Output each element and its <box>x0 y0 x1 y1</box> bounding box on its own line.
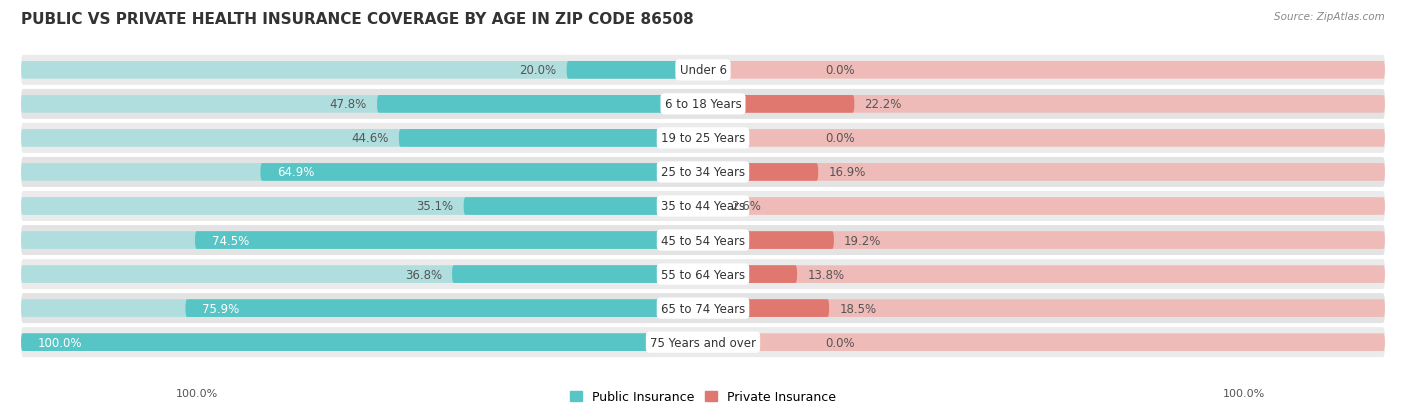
FancyBboxPatch shape <box>703 198 1385 215</box>
FancyBboxPatch shape <box>195 232 703 249</box>
FancyBboxPatch shape <box>21 130 703 147</box>
Text: 35 to 44 Years: 35 to 44 Years <box>661 200 745 213</box>
Text: Source: ZipAtlas.com: Source: ZipAtlas.com <box>1274 12 1385 22</box>
FancyBboxPatch shape <box>21 299 703 317</box>
Text: 100.0%: 100.0% <box>38 336 83 349</box>
FancyBboxPatch shape <box>21 232 703 249</box>
FancyBboxPatch shape <box>703 334 1385 351</box>
FancyBboxPatch shape <box>21 96 703 114</box>
FancyBboxPatch shape <box>703 299 830 317</box>
Text: 22.2%: 22.2% <box>865 98 903 111</box>
Text: PUBLIC VS PRIVATE HEALTH INSURANCE COVERAGE BY AGE IN ZIP CODE 86508: PUBLIC VS PRIVATE HEALTH INSURANCE COVER… <box>21 12 693 27</box>
Text: 35.1%: 35.1% <box>416 200 453 213</box>
FancyBboxPatch shape <box>21 62 703 79</box>
Text: 19.2%: 19.2% <box>844 234 882 247</box>
Text: 55 to 64 Years: 55 to 64 Years <box>661 268 745 281</box>
FancyBboxPatch shape <box>703 198 721 215</box>
Text: 0.0%: 0.0% <box>825 336 855 349</box>
FancyBboxPatch shape <box>260 164 703 181</box>
Text: 0.0%: 0.0% <box>825 132 855 145</box>
FancyBboxPatch shape <box>464 198 703 215</box>
FancyBboxPatch shape <box>399 130 703 147</box>
FancyBboxPatch shape <box>21 225 1385 255</box>
FancyBboxPatch shape <box>21 334 703 351</box>
Legend: Public Insurance, Private Insurance: Public Insurance, Private Insurance <box>565 385 841 408</box>
Text: 74.5%: 74.5% <box>212 234 249 247</box>
FancyBboxPatch shape <box>703 130 1385 147</box>
FancyBboxPatch shape <box>703 164 818 181</box>
Text: 100.0%: 100.0% <box>176 388 218 398</box>
FancyBboxPatch shape <box>703 164 1385 181</box>
FancyBboxPatch shape <box>703 299 1385 317</box>
Text: 75.9%: 75.9% <box>202 302 240 315</box>
FancyBboxPatch shape <box>703 266 797 283</box>
Text: 44.6%: 44.6% <box>352 132 388 145</box>
Text: 65 to 74 Years: 65 to 74 Years <box>661 302 745 315</box>
Text: 2.6%: 2.6% <box>731 200 761 213</box>
FancyBboxPatch shape <box>703 62 1385 79</box>
FancyBboxPatch shape <box>703 96 1385 114</box>
FancyBboxPatch shape <box>377 96 703 114</box>
Text: 19 to 25 Years: 19 to 25 Years <box>661 132 745 145</box>
FancyBboxPatch shape <box>21 328 1385 357</box>
FancyBboxPatch shape <box>567 62 703 79</box>
Text: 13.8%: 13.8% <box>807 268 845 281</box>
FancyBboxPatch shape <box>21 293 1385 323</box>
Text: 100.0%: 100.0% <box>1223 388 1265 398</box>
FancyBboxPatch shape <box>21 158 1385 188</box>
Text: 47.8%: 47.8% <box>329 98 367 111</box>
FancyBboxPatch shape <box>453 266 703 283</box>
Text: 25 to 34 Years: 25 to 34 Years <box>661 166 745 179</box>
Text: 6 to 18 Years: 6 to 18 Years <box>665 98 741 111</box>
FancyBboxPatch shape <box>21 334 703 351</box>
Text: 64.9%: 64.9% <box>277 166 315 179</box>
FancyBboxPatch shape <box>703 232 1385 249</box>
FancyBboxPatch shape <box>21 90 1385 120</box>
Text: 0.0%: 0.0% <box>825 64 855 77</box>
FancyBboxPatch shape <box>703 96 855 114</box>
Text: Under 6: Under 6 <box>679 64 727 77</box>
FancyBboxPatch shape <box>186 299 703 317</box>
FancyBboxPatch shape <box>21 259 1385 290</box>
FancyBboxPatch shape <box>21 164 703 181</box>
FancyBboxPatch shape <box>703 232 834 249</box>
Text: 36.8%: 36.8% <box>405 268 441 281</box>
FancyBboxPatch shape <box>21 192 1385 221</box>
FancyBboxPatch shape <box>21 198 703 215</box>
Text: 75 Years and over: 75 Years and over <box>650 336 756 349</box>
FancyBboxPatch shape <box>21 123 1385 154</box>
Text: 18.5%: 18.5% <box>839 302 876 315</box>
Text: 45 to 54 Years: 45 to 54 Years <box>661 234 745 247</box>
FancyBboxPatch shape <box>21 56 1385 85</box>
FancyBboxPatch shape <box>21 266 703 283</box>
FancyBboxPatch shape <box>703 266 1385 283</box>
Text: 20.0%: 20.0% <box>519 64 557 77</box>
Text: 16.9%: 16.9% <box>828 166 866 179</box>
